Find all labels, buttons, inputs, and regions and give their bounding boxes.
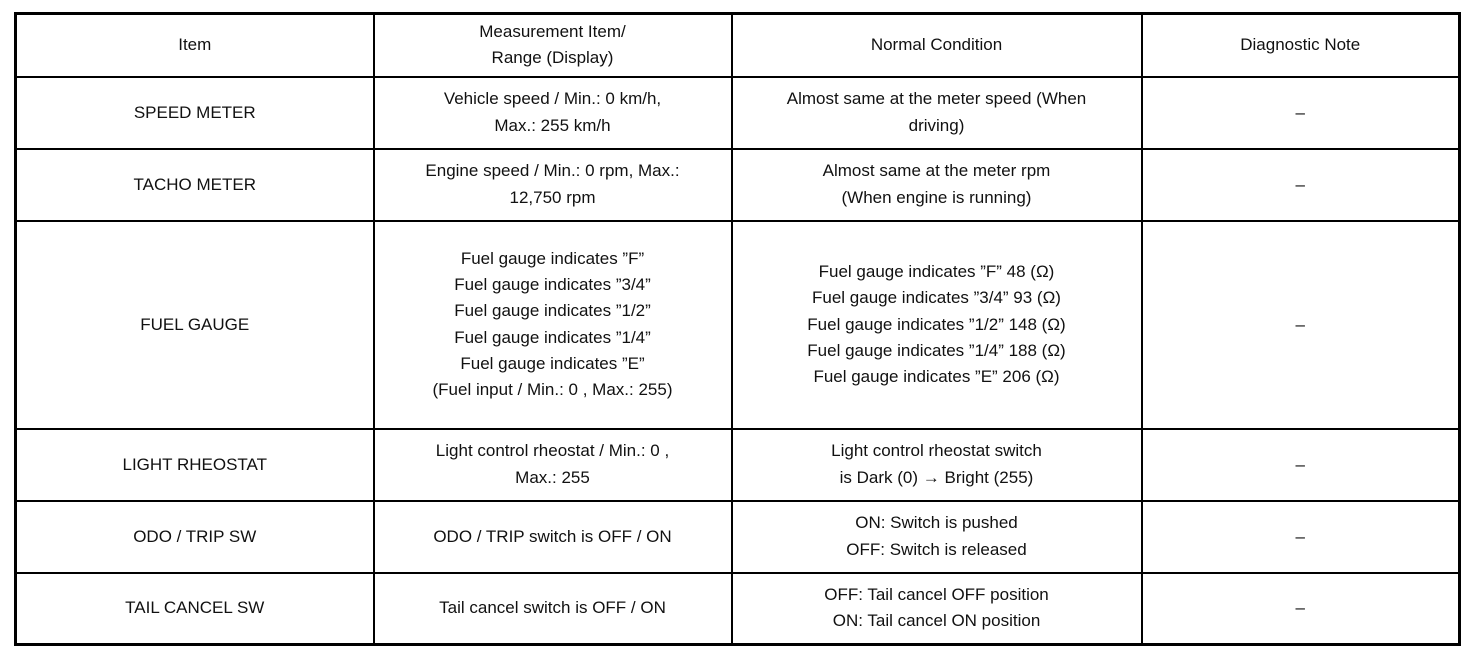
table-header-row: Item Measurement Item/ Range (Display) N… [14,12,1461,78]
header-cell-normal-condition: Normal Condition [730,12,1143,78]
cell-normal-condition: Light control rheostat switch is Dark (0… [730,427,1143,502]
table-row-tail-cancel-sw: TAIL CANCEL SW Tail cancel switch is OFF… [14,571,1461,646]
cell-normal-condition: Almost same at the meter speed (When dri… [730,75,1143,150]
cell-item: TAIL CANCEL SW [14,571,375,646]
cell-item: FUEL GAUGE [14,219,375,430]
cell-measurement: Engine speed / Min.: 0 rpm, Max.: 12,750… [372,147,733,222]
cell-diagnostic-note: – [1140,427,1461,502]
diagnostic-spec-table: Item Measurement Item/ Range (Display) N… [14,12,1461,647]
table-row-tacho-meter: TACHO METER Engine speed / Min.: 0 rpm, … [14,147,1461,222]
header-cell-item: Item [14,12,375,78]
cell-measurement: ODO / TRIP switch is OFF / ON [372,499,733,574]
cell-measurement: Vehicle speed / Min.: 0 km/h, Max.: 255 … [372,75,733,150]
table-row-fuel-gauge: FUEL GAUGE Fuel gauge indicates ”F” Fuel… [14,219,1461,430]
cell-normal-condition: OFF: Tail cancel OFF position ON: Tail c… [730,571,1143,646]
cell-item: ODO / TRIP SW [14,499,375,574]
table-row-speed-meter: SPEED METER Vehicle speed / Min.: 0 km/h… [14,75,1461,150]
cell-item: TACHO METER [14,147,375,222]
cell-diagnostic-note: – [1140,219,1461,430]
cell-diagnostic-note: – [1140,75,1461,150]
cell-measurement: Light control rheostat / Min.: 0 , Max.:… [372,427,733,502]
header-cell-diagnostic-note: Diagnostic Note [1140,12,1461,78]
cell-measurement: Tail cancel switch is OFF / ON [372,571,733,646]
cell-diagnostic-note: – [1140,499,1461,574]
cell-normal-condition: Fuel gauge indicates ”F” 48 (Ω) Fuel gau… [730,219,1143,430]
cell-normal-condition: Almost same at the meter rpm (When engin… [730,147,1143,222]
cell-diagnostic-note: – [1140,147,1461,222]
cell-measurement: Fuel gauge indicates ”F” Fuel gauge indi… [372,219,733,430]
header-cell-measurement: Measurement Item/ Range (Display) [372,12,733,78]
cell-normal-condition: ON: Switch is pushed OFF: Switch is rele… [730,499,1143,574]
cell-item: SPEED METER [14,75,375,150]
cell-diagnostic-note: – [1140,571,1461,646]
table-row-odo-trip-sw: ODO / TRIP SW ODO / TRIP switch is OFF /… [14,499,1461,574]
cell-item: LIGHT RHEOSTAT [14,427,375,502]
table-row-light-rheostat: LIGHT RHEOSTAT Light control rheostat / … [14,427,1461,502]
